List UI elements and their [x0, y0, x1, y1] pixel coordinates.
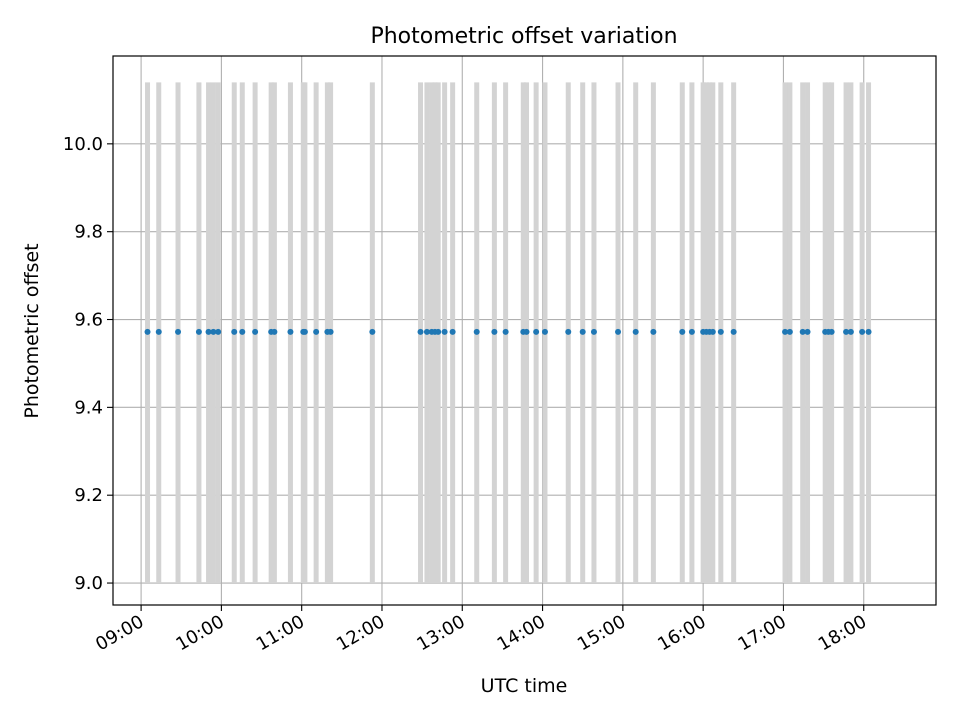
axis-ticks: 09:00 10:00 11:00 12:00 13:00 14:00 15:00 16:00… [63, 134, 870, 655]
x-tick-label: 18:00 [815, 611, 870, 655]
y-tick-label: 9.6 [74, 310, 103, 331]
data-point [252, 328, 259, 335]
data-point [205, 328, 212, 335]
data-point [632, 328, 639, 335]
x-tick-label: 14:00 [494, 611, 549, 655]
data-point [615, 328, 622, 335]
data-point [210, 328, 217, 335]
plot-frame [112, 55, 937, 606]
data-point [533, 328, 540, 335]
data-point [441, 328, 448, 335]
data-point [449, 328, 456, 335]
data-point [175, 328, 182, 335]
data-point [301, 328, 308, 335]
data-points [144, 328, 872, 335]
data-point [271, 328, 278, 335]
data-point [491, 328, 498, 335]
data-point [287, 328, 294, 335]
data-point [730, 328, 737, 335]
data-point [327, 328, 334, 335]
y-tick-label: 9.0 [74, 573, 103, 594]
data-point [144, 328, 151, 335]
x-tick-label: 12:00 [333, 611, 388, 655]
y-axis-label: Photometric offset [21, 243, 43, 418]
data-point [579, 328, 586, 335]
data-point [859, 328, 866, 335]
data-point [804, 328, 811, 335]
x-tick-label: 13:00 [413, 611, 468, 655]
data-point [523, 328, 530, 335]
data-point [865, 328, 872, 335]
x-tick-label: 11:00 [253, 611, 308, 655]
data-point [473, 328, 480, 335]
data-point [313, 328, 320, 335]
data-point [369, 328, 376, 335]
y-tick-label: 9.8 [74, 222, 103, 243]
data-point [679, 328, 686, 335]
data-point [590, 328, 597, 335]
chart-title: Photometric offset variation [370, 24, 677, 49]
x-tick-label: 16:00 [654, 611, 709, 655]
x-tick-label: 15:00 [574, 611, 629, 655]
data-point [423, 328, 430, 335]
x-axis-label: UTC time [481, 675, 568, 697]
x-tick-label: 10:00 [172, 611, 227, 655]
y-tick-label: 10.0 [63, 134, 103, 155]
data-point [502, 328, 509, 335]
data-point [828, 328, 835, 335]
y-tick-label: 9.4 [74, 397, 103, 418]
data-point [709, 328, 716, 335]
data-point [717, 328, 724, 335]
data-point [688, 328, 695, 335]
data-point [782, 328, 789, 335]
data-point [847, 328, 854, 335]
x-tick-label: 17:00 [735, 611, 790, 655]
data-point [231, 328, 238, 335]
data-point [239, 328, 246, 335]
y-tick-label: 9.2 [74, 485, 103, 506]
data-point [799, 328, 806, 335]
data-point [155, 328, 162, 335]
data-point [215, 328, 222, 335]
data-point [541, 328, 548, 335]
data-point [195, 328, 202, 335]
data-point [650, 328, 657, 335]
data-point [565, 328, 572, 335]
data-point [417, 328, 424, 335]
x-tick-label: 09:00 [92, 611, 147, 655]
data-point [435, 328, 442, 335]
data-point [786, 328, 793, 335]
data-point [843, 328, 850, 335]
